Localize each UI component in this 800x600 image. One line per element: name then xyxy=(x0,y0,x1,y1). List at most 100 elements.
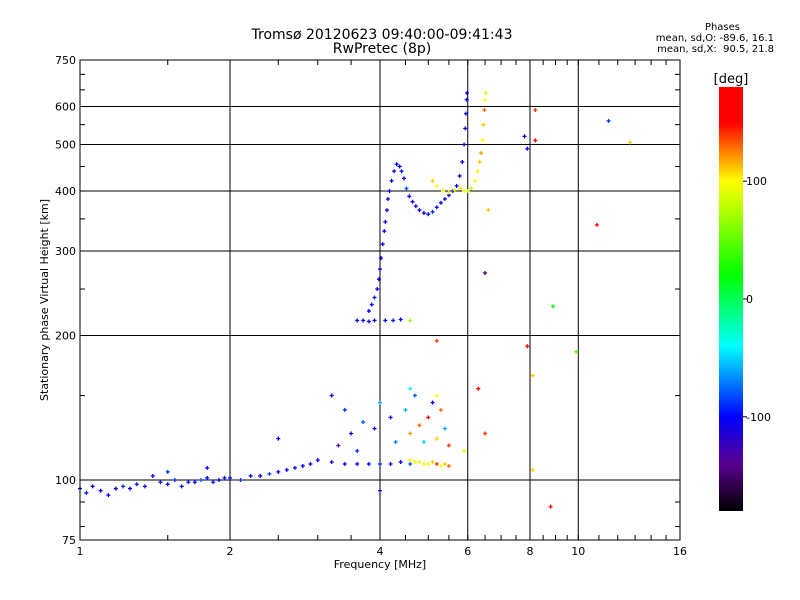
echo-point xyxy=(366,319,371,324)
echo-point xyxy=(463,111,468,116)
echo-point xyxy=(248,473,253,478)
echo-point xyxy=(375,287,380,292)
colorbar-ticks: 100 0 -100 xyxy=(743,175,771,424)
echo-point xyxy=(417,208,422,213)
echo-point xyxy=(394,162,399,167)
echo-point xyxy=(462,448,467,453)
echo-point xyxy=(378,488,382,493)
echo-point xyxy=(522,134,527,139)
echo-point xyxy=(142,484,147,489)
echo-point xyxy=(480,138,485,143)
echo-point xyxy=(372,295,377,300)
echo-point xyxy=(113,486,118,491)
echo-point xyxy=(434,393,439,398)
echo-point xyxy=(482,108,487,113)
y-tick-label: 750 xyxy=(55,54,76,67)
echo-point xyxy=(355,318,360,323)
chart-subtitle: RwPretec (8p) xyxy=(332,41,432,57)
echo-point xyxy=(134,482,139,487)
echo-point xyxy=(378,400,382,405)
echo-point xyxy=(372,426,377,431)
echo-point xyxy=(121,484,126,489)
stats-heading: Phases xyxy=(704,22,740,33)
echo-point xyxy=(383,318,388,323)
echo-point xyxy=(342,407,347,412)
echo-point xyxy=(361,318,366,323)
colorbar-label: [deg] xyxy=(714,72,749,87)
x-tick-label: 16 xyxy=(673,545,687,558)
echo-point xyxy=(530,373,535,378)
echo-point xyxy=(376,277,381,282)
echo-point xyxy=(465,91,470,96)
echo-point xyxy=(465,189,470,194)
echo-point xyxy=(442,461,447,466)
echo-point xyxy=(481,122,486,127)
echo-point xyxy=(378,461,382,466)
echo-point xyxy=(477,159,482,164)
echo-point xyxy=(398,317,403,322)
echo-point xyxy=(434,183,439,188)
echo-point xyxy=(397,164,402,169)
echo-point xyxy=(388,461,393,466)
echo-point xyxy=(158,480,163,485)
x-tick-label: 1 xyxy=(77,545,84,558)
colorbar xyxy=(719,87,743,511)
echo-point xyxy=(417,460,422,465)
echo-point xyxy=(172,478,177,483)
y-axis-label: Stationary phase Virtual Height [km] xyxy=(38,199,51,401)
y-tick-label: 75 xyxy=(62,534,76,547)
echo-point xyxy=(434,436,439,441)
x-tick-label: 2 xyxy=(227,545,234,558)
echo-point xyxy=(464,97,469,102)
echo-point xyxy=(342,461,347,466)
echo-point xyxy=(222,475,227,480)
echo-point xyxy=(361,420,366,425)
echo-point xyxy=(399,169,404,174)
echo-point xyxy=(205,465,210,470)
echo-point xyxy=(372,318,377,323)
echo-point xyxy=(379,256,384,261)
x-tick-label: 6 xyxy=(464,545,471,558)
echo-point xyxy=(421,461,426,466)
echo-point xyxy=(476,386,481,391)
echo-point xyxy=(479,151,484,156)
echo-point xyxy=(426,415,431,420)
echo-point xyxy=(483,97,488,102)
echo-point xyxy=(483,270,488,275)
echo-point xyxy=(408,431,413,436)
echo-point xyxy=(382,229,387,234)
echo-point xyxy=(186,480,191,485)
echo-point xyxy=(404,186,409,191)
echo-point xyxy=(421,440,426,445)
echo-point xyxy=(329,393,334,398)
echo-point xyxy=(446,443,451,448)
echo-point xyxy=(430,209,435,214)
x-tick-label: 4 xyxy=(377,545,384,558)
axes: 1 2 4 6 8 10 16 75 100 200 300 400 500 600 750 xyxy=(55,54,687,558)
echo-point xyxy=(483,91,488,96)
echo-point xyxy=(486,208,491,213)
echo-point xyxy=(430,400,435,405)
echo-point xyxy=(460,159,465,164)
x-tick-label: 10 xyxy=(571,545,585,558)
echo-point xyxy=(336,443,341,448)
echo-point xyxy=(412,393,417,398)
x-tick-label: 8 xyxy=(527,545,534,558)
echo-point xyxy=(380,242,385,247)
echo-point xyxy=(384,208,389,213)
echo-point xyxy=(398,460,403,465)
x-axis-label: Frequency [MHz] xyxy=(334,558,426,571)
echo-point xyxy=(594,222,599,227)
echo-point xyxy=(413,204,418,209)
echo-point xyxy=(430,460,435,465)
echo-point xyxy=(315,458,320,463)
echo-point xyxy=(369,302,374,307)
echo-point xyxy=(434,205,439,210)
echo-point xyxy=(292,465,297,470)
echo-point xyxy=(366,308,371,313)
echo-point xyxy=(446,463,451,468)
echo-point xyxy=(417,423,422,428)
echo-point xyxy=(106,493,111,498)
echo-point xyxy=(276,469,281,474)
